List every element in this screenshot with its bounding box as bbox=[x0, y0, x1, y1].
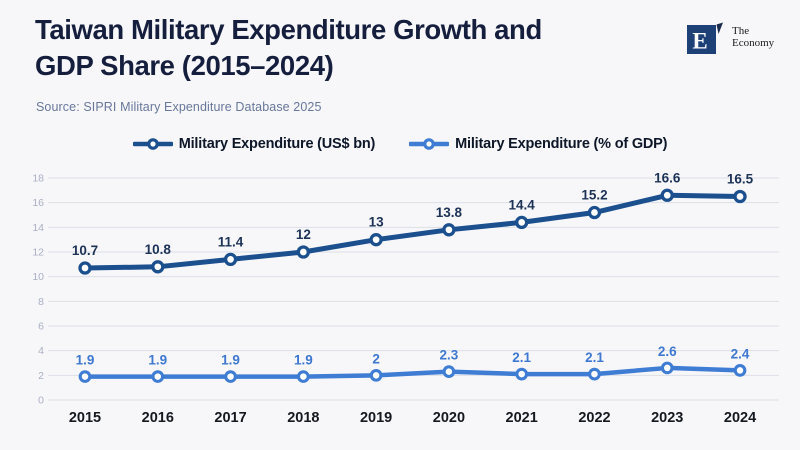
x-tick-label: 2022 bbox=[578, 410, 610, 426]
legend-marker-usd-icon bbox=[132, 138, 173, 150]
data-point-label: 13.8 bbox=[436, 205, 463, 220]
data-point-label: 12 bbox=[296, 227, 311, 242]
data-point bbox=[442, 365, 456, 378]
series-gdp-share: 1.9 1.9 1.9 1.9 2 2.3 2.1 2.1 2.6 2.4 bbox=[76, 344, 750, 383]
y-tick-label: 0 bbox=[38, 395, 44, 407]
y-tick-label: 2 bbox=[38, 370, 44, 382]
data-point-label: 2.1 bbox=[585, 350, 604, 365]
data-point bbox=[151, 370, 165, 383]
brand-logo-icon: E bbox=[687, 22, 723, 54]
data-point bbox=[369, 368, 383, 382]
logo-square bbox=[687, 25, 716, 54]
data-point-label: 1.9 bbox=[148, 353, 167, 368]
data-point-label: 14.4 bbox=[509, 197, 536, 212]
data-point bbox=[587, 205, 602, 220]
data-point-label: 16.5 bbox=[727, 172, 754, 187]
data-point-label: 10.7 bbox=[72, 243, 98, 258]
y-tick-label: 18 bbox=[32, 173, 44, 185]
page-title-line2: GDP Share (2015–2024) bbox=[35, 50, 334, 81]
series-usd-bn: 10.7 10.8 11.4 12 13 13.8 14.4 15.2 16.6 16.5 bbox=[72, 170, 754, 275]
data-point bbox=[515, 215, 529, 230]
x-tick-label: 2015 bbox=[69, 410, 101, 426]
data-point-label: 1.9 bbox=[76, 353, 95, 368]
data-point bbox=[733, 189, 747, 204]
legend-item-usd-bn[interactable]: Military Expenditure (US$ bn) bbox=[132, 136, 376, 152]
data-point bbox=[442, 223, 456, 237]
logo-letter: E bbox=[692, 29, 707, 54]
y-tick-label: 4 bbox=[38, 345, 44, 357]
data-point bbox=[296, 370, 310, 383]
y-tick-label: 14 bbox=[32, 222, 44, 234]
x-tick-label: 2016 bbox=[142, 410, 174, 426]
data-point bbox=[78, 261, 92, 275]
source-note: Source: SIPRI Military Expenditure Datab… bbox=[36, 100, 322, 114]
data-point-label: 10.8 bbox=[145, 242, 172, 257]
data-point bbox=[151, 260, 165, 274]
data-point-label: 16.6 bbox=[654, 170, 681, 185]
legend-label-usd-bn: Military Expenditure (US$ bn) bbox=[178, 136, 376, 152]
x-tick-label: 2017 bbox=[214, 410, 246, 426]
x-tick-label: 2019 bbox=[360, 410, 392, 426]
data-point bbox=[296, 245, 310, 259]
x-tick-label: 2023 bbox=[651, 410, 683, 426]
page-title-line1: Taiwan Military Expenditure Growth and bbox=[35, 14, 542, 45]
brand-wordmark: The Economy bbox=[732, 22, 774, 49]
data-point-label: 15.2 bbox=[581, 188, 607, 203]
brand-line2: Economy bbox=[732, 36, 775, 49]
data-point-label: 13 bbox=[369, 215, 385, 230]
data-point bbox=[369, 233, 383, 247]
data-point-label: 1.9 bbox=[294, 353, 313, 368]
brand-logo: E The Economy bbox=[687, 22, 774, 55]
y-tick-label: 12 bbox=[32, 247, 44, 259]
data-point-label: 11.4 bbox=[218, 234, 244, 249]
data-point-label: 2.6 bbox=[658, 344, 677, 359]
y-tick-label: 16 bbox=[32, 197, 44, 209]
brand-line1: The bbox=[732, 25, 750, 37]
data-point bbox=[224, 370, 237, 383]
y-tick-label: 8 bbox=[38, 296, 44, 308]
data-point bbox=[660, 361, 674, 375]
legend-label-gdp-share: Military Expenditure (% of GDP) bbox=[455, 136, 668, 152]
y-tick-label: 10 bbox=[32, 271, 44, 283]
x-tick-label: 2020 bbox=[433, 410, 465, 426]
x-tick-label: 2024 bbox=[724, 410, 756, 426]
legend-marker-gdp-icon bbox=[409, 138, 450, 150]
data-point-label: 2.4 bbox=[731, 346, 750, 361]
data-point-label: 2.1 bbox=[512, 350, 531, 365]
data-point bbox=[733, 364, 747, 377]
data-point-label: 2 bbox=[372, 351, 380, 366]
series-line bbox=[82, 365, 743, 379]
chart-legend: Military Expenditure (US$ bn) Military E… bbox=[0, 136, 800, 152]
series-line bbox=[82, 192, 743, 271]
data-point bbox=[588, 367, 601, 381]
x-tick-label: 2018 bbox=[287, 410, 319, 426]
data-point bbox=[515, 367, 529, 381]
logo-tick-icon bbox=[716, 22, 723, 34]
data-point bbox=[223, 252, 238, 267]
data-point-label: 1.9 bbox=[221, 353, 240, 368]
y-tick-label: 6 bbox=[38, 321, 44, 333]
data-point bbox=[78, 370, 92, 383]
x-tick-label: 2021 bbox=[506, 410, 538, 426]
page-title: Taiwan Military Expenditure Growth and GD… bbox=[35, 12, 542, 84]
legend-item-gdp-share[interactable]: Military Expenditure (% of GDP) bbox=[409, 136, 667, 152]
data-point-label: 2.3 bbox=[440, 348, 459, 363]
data-point bbox=[660, 188, 674, 202]
